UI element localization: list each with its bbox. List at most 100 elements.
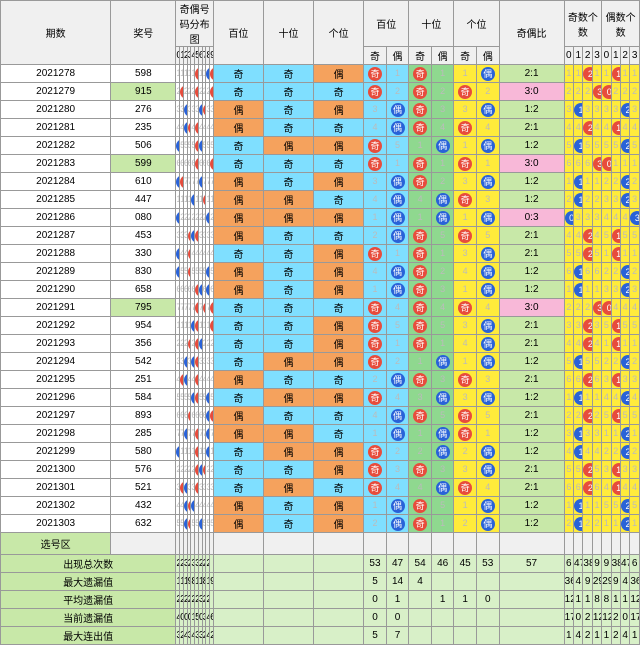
hdr-odd: 奇 — [364, 47, 387, 65]
pos-cell: 偶 — [213, 425, 263, 443]
dist-cell: 6 — [198, 101, 202, 119]
stat-cell: 1 — [564, 627, 573, 645]
cnt-ball: 1 — [612, 67, 621, 81]
oe-cell: 奇 — [364, 83, 387, 101]
cnt-ball: 1 — [574, 139, 583, 153]
prize-cell: 830 — [111, 263, 176, 281]
oddcnt-cell: 2 — [574, 407, 583, 425]
oddcnt-cell: 1 — [564, 497, 573, 515]
pos-cell: 偶 — [213, 263, 263, 281]
pos-cell: 偶 — [264, 353, 314, 371]
stat-cell: 47 — [386, 555, 409, 573]
period-cell: 2021291 — [1, 299, 111, 317]
oe-cell: 偶 — [476, 443, 499, 461]
dist-cell: 2 — [183, 479, 187, 497]
stat-cell: 47 — [574, 555, 583, 573]
cnt-ball: 2 — [621, 391, 630, 405]
cnt-ball: 0 — [602, 301, 611, 315]
cnt-ball: 2 — [583, 337, 592, 351]
stat-cell: 36 — [630, 573, 640, 591]
oe-cell: 4 — [364, 191, 387, 209]
dist-cell: 9 — [210, 317, 214, 335]
pos-cell: 奇 — [264, 299, 314, 317]
dist-cell: 5 — [195, 335, 199, 353]
oe-cell: 3 — [431, 461, 454, 479]
oe-cell: 偶 — [431, 443, 454, 461]
dist-cell: 8 — [206, 407, 210, 425]
pos-cell: 偶 — [213, 497, 263, 515]
oe-cell: 3 — [454, 101, 477, 119]
oddcnt-cell: 2 — [583, 335, 592, 353]
hdr-cnt: 0 — [602, 47, 611, 65]
oddcnt-cell: 1 — [574, 281, 583, 299]
oe-cell: 1 — [431, 245, 454, 263]
data-row: 20212802763323336733偶奇偶3偶奇33偶1:231333323 — [1, 101, 640, 119]
ratio-cell: 0:3 — [499, 209, 564, 227]
stat-cell: 5 — [364, 627, 387, 645]
pos-cell: 偶 — [314, 461, 364, 479]
cnt-ball: 2 — [621, 355, 630, 369]
cnt-ball: 3 — [593, 157, 602, 171]
pos-cell: 奇 — [314, 425, 364, 443]
stat-cell — [314, 609, 364, 627]
oe-cell: 2 — [454, 443, 477, 461]
oe-cell: 奇 — [409, 119, 432, 137]
dist-cell: 5 — [195, 119, 199, 137]
hdr-h2: 百位 — [364, 1, 409, 47]
pos-cell: 偶 — [213, 209, 263, 227]
period-cell: 2021299 — [1, 443, 111, 461]
pos-cell: 偶 — [314, 389, 364, 407]
oe-cell: 1 — [431, 335, 454, 353]
dist-cell: 5 — [195, 353, 199, 371]
oddcnt-cell: 3 — [592, 299, 601, 317]
cnt-ball: 3 — [630, 211, 639, 225]
oe-cell: 奇 — [409, 299, 432, 317]
oe-cell: 奇 — [364, 353, 387, 371]
evencnt-cell: 2 — [620, 353, 629, 371]
data-row: 20213015213123353333奇偶奇奇44偶奇42:166264144 — [1, 479, 640, 497]
evencnt-cell: 0 — [602, 155, 611, 173]
stat-lbl: 最大连出值 — [1, 627, 176, 645]
dist-cell: 5 — [195, 461, 199, 479]
data-row: 20212825060555556555奇偶偶奇51偶1偶1:251555525 — [1, 137, 640, 155]
oddcnt-cell: 4 — [583, 443, 592, 461]
oe-cell: 奇 — [454, 191, 477, 209]
dist-cell: 9 — [210, 155, 214, 173]
pos-cell: 偶 — [314, 515, 364, 533]
evencnt-cell: 5 — [630, 227, 640, 245]
stat-lbl: 出现总次数 — [1, 555, 176, 573]
stat-cell — [213, 627, 263, 645]
pos-cell: 偶 — [213, 371, 263, 389]
cnt-ball: 0 — [565, 211, 574, 225]
stat-cell: 14 — [386, 573, 409, 591]
stat-cell — [499, 591, 564, 609]
hdr-even: 偶 — [431, 47, 454, 65]
oddcnt-cell: 1 — [574, 101, 583, 119]
ratio-cell: 1:2 — [499, 443, 564, 461]
data-row: 20213036325523556555偶奇偶2偶奇12偶1:221221121 — [1, 515, 640, 533]
oddcnt-cell: 5 — [583, 137, 592, 155]
odd-ball: 奇 — [368, 391, 382, 405]
odd-ball: 奇 — [458, 121, 472, 135]
cnt-ball: 1 — [612, 229, 621, 243]
stat-cell: 1 — [574, 591, 583, 609]
oe-cell: 2 — [409, 443, 432, 461]
odd-ball: 奇 — [368, 355, 382, 369]
oe-cell: 1 — [454, 353, 477, 371]
oe-cell: 4 — [454, 263, 477, 281]
stat-cell: 0 — [620, 609, 629, 627]
pos-cell: 奇 — [213, 335, 263, 353]
odd-ball: 奇 — [368, 445, 382, 459]
stat-cell: 1 — [592, 627, 601, 645]
oddcnt-cell: 2 — [583, 245, 592, 263]
data-row: 20213005762222256722奇奇偶奇3奇33偶2:155253133 — [1, 461, 640, 479]
ratio-cell: 2:1 — [499, 227, 564, 245]
even-ball: 偶 — [481, 103, 495, 117]
evencnt-cell: 5 — [602, 137, 611, 155]
oe-cell: 5 — [431, 317, 454, 335]
period-cell: 2021297 — [1, 407, 111, 425]
pos-cell: 奇 — [314, 155, 364, 173]
dist-cell: 8 — [206, 389, 210, 407]
pos-cell: 奇 — [264, 173, 314, 191]
oe-cell: 奇 — [409, 245, 432, 263]
